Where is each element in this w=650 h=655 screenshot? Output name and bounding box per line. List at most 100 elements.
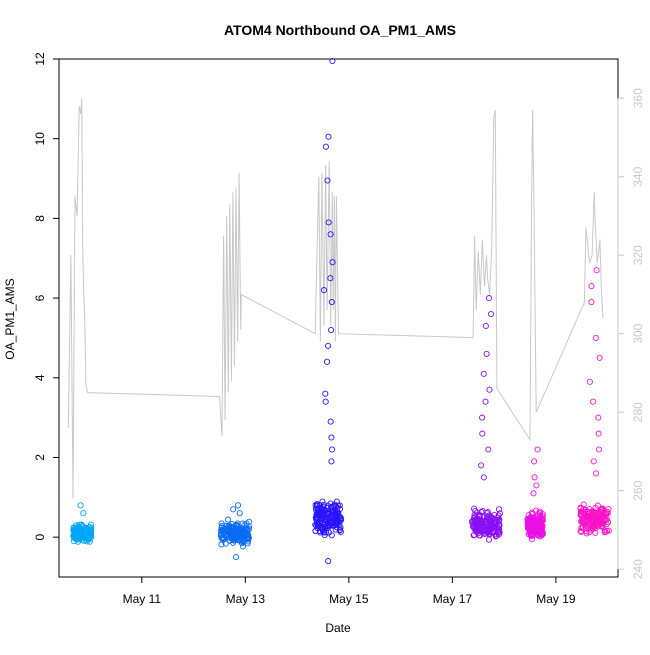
y-tick-label: 6: [33, 294, 47, 301]
data-point-series-2: [324, 177, 331, 184]
data-point-series-3: [494, 514, 502, 521]
data-point-series-1: [236, 526, 243, 533]
data-point-series-4: [530, 490, 537, 497]
data-point-series-4: [531, 458, 538, 465]
data-point-series-3: [475, 530, 482, 537]
x-tick-label: May 17: [433, 592, 473, 606]
data-point-series-3: [484, 510, 491, 517]
data-point-series-1: [230, 506, 237, 513]
data-point-series-1: [239, 520, 246, 527]
data-point-series-3: [471, 513, 478, 520]
data-point-series-2: [322, 143, 329, 150]
data-point-series-3: [480, 474, 487, 481]
data-point-series-2: [332, 503, 339, 510]
data-point-series-1: [240, 533, 247, 540]
data-point-series-2: [325, 342, 332, 349]
data-point-series-5: [584, 513, 591, 520]
y2-axis: 240 260 280 300 320 340 360: [617, 88, 645, 579]
data-point-series-3: [478, 509, 485, 516]
data-point-series-2: [333, 498, 340, 505]
data-point-series-1: [233, 554, 240, 561]
data-point-series-1: [230, 539, 237, 546]
data-point-series-3: [484, 509, 491, 516]
data-point-series-5: [586, 506, 593, 513]
data-point-series-1: [228, 521, 235, 528]
data-point-series-5: [586, 529, 593, 536]
data-point-series-0: [86, 538, 93, 545]
y-axis: 0 2 4 6 8 10 12: [33, 52, 60, 540]
x-tick-label: May 19: [536, 592, 576, 606]
data-point-series-2: [328, 434, 335, 441]
data-point-series-1: [228, 533, 235, 540]
data-point-series-4: [532, 507, 540, 514]
data-point-series-3: [488, 529, 495, 536]
y-tick-label: 4: [33, 374, 47, 381]
y2-tick-label: 320: [631, 245, 645, 265]
data-point-series-0: [80, 510, 87, 517]
data-point-series-0: [72, 522, 79, 529]
data-point-series-5: [592, 334, 599, 341]
data-point-series-5: [595, 446, 603, 453]
y2-tick-label: 280: [631, 402, 645, 422]
data-point-series-5: [588, 299, 595, 306]
data-point-series-1: [224, 516, 231, 523]
data-point-series-2: [312, 521, 319, 528]
data-point-series-2: [337, 516, 344, 524]
data-point-series-2: [322, 515, 329, 523]
data-point-series-5: [590, 458, 597, 465]
data-point-series-4: [534, 446, 541, 453]
data-point-series-2: [318, 517, 325, 525]
data-point-series-4: [524, 516, 531, 523]
data-point-series-2: [328, 520, 335, 527]
data-point-series-1: [242, 525, 249, 532]
data-point-series-5: [596, 354, 603, 361]
x-tick-label: May 11: [123, 592, 162, 606]
data-point-series-3: [486, 386, 493, 393]
data-point-series-3: [482, 322, 489, 330]
data-point-series-1: [246, 525, 253, 533]
data-point-series-3: [483, 350, 490, 357]
data-point-series-0: [71, 531, 78, 538]
data-point-series-5: [591, 523, 598, 530]
data-point-series-2: [325, 558, 332, 565]
data-point-series-3: [474, 525, 481, 532]
data-point-series-4: [533, 482, 540, 489]
data-point-series-3: [479, 414, 486, 421]
data-point-series-2: [327, 275, 334, 282]
data-point-series-2: [328, 326, 335, 334]
data-point-series-0: [77, 531, 84, 538]
data-point-series-3: [479, 430, 486, 437]
data-point-series-2: [337, 528, 344, 535]
data-point-series-2: [312, 505, 319, 512]
y-tick-label: 8: [33, 215, 47, 222]
data-point-series-5: [595, 430, 602, 437]
data-point-series-0: [78, 521, 85, 528]
data-point-series-2: [327, 418, 334, 425]
secondary-series-line: [67, 98, 604, 499]
data-point-series-1: [236, 533, 243, 540]
data-point-series-1: [236, 536, 243, 543]
data-point-series-5: [593, 470, 600, 477]
data-point-series-3: [478, 462, 485, 469]
data-point-series-1: [235, 502, 242, 509]
data-point-series-0: [86, 531, 93, 538]
data-point-series-2: [328, 458, 335, 465]
data-point-series-5: [579, 524, 586, 531]
data-point-series-4: [529, 522, 536, 529]
data-point-series-3: [485, 295, 493, 302]
data-point-series-3: [485, 525, 492, 532]
data-point-series-4: [530, 532, 537, 539]
data-point-series-4: [539, 530, 546, 538]
data-point-series-2: [334, 504, 341, 511]
data-point-series-5: [580, 516, 587, 523]
data-point-series-3: [492, 523, 499, 530]
data-point-series-2: [329, 57, 336, 65]
y-tick-label: 0: [33, 533, 47, 540]
data-point-series-2: [328, 299, 335, 306]
y2-tick-label: 240: [631, 559, 645, 579]
data-point-series-3: [492, 533, 499, 540]
data-point-series-3: [480, 370, 487, 377]
y-tick-label: 12: [33, 52, 47, 66]
data-point-series-0: [77, 527, 84, 534]
